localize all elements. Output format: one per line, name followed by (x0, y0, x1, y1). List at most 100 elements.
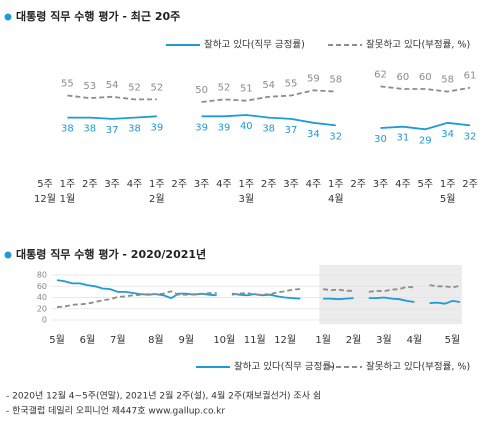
x-tick-label: 3주 (283, 179, 299, 190)
x-month-label: 12월 (34, 193, 56, 205)
x-tick-label: 7월 (110, 334, 126, 346)
data-label: 38 (83, 124, 96, 135)
x-tick-label: 4월 (407, 334, 423, 346)
data-label: 30 (374, 134, 387, 145)
data-label: 32 (464, 131, 477, 142)
series-line (201, 114, 336, 127)
data-label: 50 (195, 85, 208, 96)
x-tick-label: 8월 (148, 334, 164, 346)
x-tick-label: 6월 (80, 334, 96, 346)
x-month-label: 1월 (60, 193, 76, 205)
x-tick-label: 5주 (37, 179, 53, 190)
chart-title: 대통령 직무 수행 평가 - 2020/2021년 (16, 247, 206, 261)
x-tick-label: 2주 (350, 179, 366, 190)
x-month-label: 5월 (440, 193, 456, 205)
data-label: 60 (419, 72, 432, 83)
x-tick-label: 1주 (149, 179, 165, 190)
footnote: - 2020년 12월 4~5주(연말), 2021년 2월 2주(설), 4월… (6, 390, 321, 402)
y-tick-label: 0 (42, 316, 47, 325)
x-tick-label: 1월 (315, 334, 331, 346)
data-label: 52 (150, 82, 163, 93)
series-line (323, 297, 354, 301)
x-tick-label: 3주 (373, 179, 389, 190)
x-tick-label: 2주 (462, 179, 478, 190)
data-label: 54 (106, 80, 119, 91)
data-label: 52 (218, 82, 231, 93)
y-tick-label: 80 (37, 271, 47, 280)
data-label: 39 (218, 122, 231, 133)
x-tick-label: 10월 (213, 334, 235, 346)
data-label: 34 (441, 129, 454, 140)
x-tick-label: 4주 (127, 179, 143, 190)
series-line (56, 290, 217, 308)
series-line (322, 288, 354, 292)
series-line (56, 279, 217, 300)
x-tick-label: 4주 (216, 179, 232, 190)
y-tick-label: 60 (37, 282, 47, 291)
data-label: 34 (307, 129, 320, 140)
title-bullet (4, 251, 12, 259)
x-month-label: 2월 (149, 193, 165, 205)
x-tick-label: 3월 (376, 334, 392, 346)
x-tick-label: 12월 (274, 334, 296, 346)
data-label: 39 (150, 122, 163, 133)
x-tick-label: 1주 (60, 179, 76, 190)
series-line (67, 115, 157, 120)
y-tick-label: 40 (37, 293, 47, 302)
series-line (368, 296, 415, 303)
series-line (429, 299, 461, 305)
y-tick-label: 20 (37, 304, 47, 313)
series-line (201, 89, 336, 103)
x-tick-label: 4주 (306, 179, 322, 190)
series-line (380, 121, 471, 131)
legend-label: 잘하고 있다(직무 긍정률) (234, 361, 335, 373)
x-tick-label: 2주 (171, 179, 187, 190)
x-tick-label: 2주 (261, 179, 277, 190)
x-tick-label: 1주 (239, 179, 255, 190)
footnote: - 한국갤럽 데일리 오피니언 제447호 www.gallup.co.kr (6, 405, 225, 417)
series-line (380, 85, 471, 93)
data-label: 37 (285, 125, 298, 136)
data-label: 55 (61, 79, 74, 90)
x-tick-label: 3주 (194, 179, 210, 190)
x-tick-label: 5주 (417, 179, 433, 190)
data-label: 39 (195, 122, 208, 133)
data-label: 61 (464, 71, 477, 82)
data-label: 62 (374, 69, 387, 80)
legend-label: 잘하고 있다(직무 긍정률) (204, 39, 305, 51)
data-label: 58 (329, 75, 342, 86)
data-label: 37 (106, 125, 119, 136)
x-tick-label: 4주 (395, 179, 411, 190)
x-tick-label: 2월 (346, 334, 362, 346)
legend-label: 잘못하고 있다(부정률, %) (366, 39, 470, 51)
chart-title: 대통령 직무 수행 평가 - 최근 20주 (16, 9, 180, 23)
data-label: 54 (262, 80, 275, 91)
title-bullet (4, 13, 12, 21)
x-tick-label: 1주 (328, 179, 344, 190)
data-label: 55 (285, 79, 298, 90)
legend-label: 잘못하고 있다(부정률, %) (366, 361, 470, 373)
data-label: 60 (397, 72, 410, 83)
data-label: 32 (329, 131, 342, 142)
series-line (67, 94, 157, 101)
data-label: 59 (307, 73, 320, 84)
data-label: 52 (128, 82, 141, 93)
data-label: 51 (240, 84, 253, 95)
x-tick-label: 5월 (445, 334, 461, 346)
x-tick-label: 9월 (178, 334, 194, 346)
data-label: 38 (128, 124, 141, 135)
data-label: 38 (61, 124, 74, 135)
data-label: 58 (441, 75, 454, 86)
x-month-label: 3월 (239, 193, 255, 205)
x-tick-label: 11월 (244, 334, 266, 346)
series-line (429, 284, 461, 289)
x-tick-label: 5월 (49, 334, 65, 346)
x-tick-label: 1주 (440, 179, 456, 190)
data-label: 38 (262, 124, 275, 135)
x-tick-label: 3주 (104, 179, 120, 190)
x-tick-label: 2주 (82, 179, 98, 190)
data-label: 40 (240, 121, 253, 132)
highlight-region (319, 265, 462, 324)
